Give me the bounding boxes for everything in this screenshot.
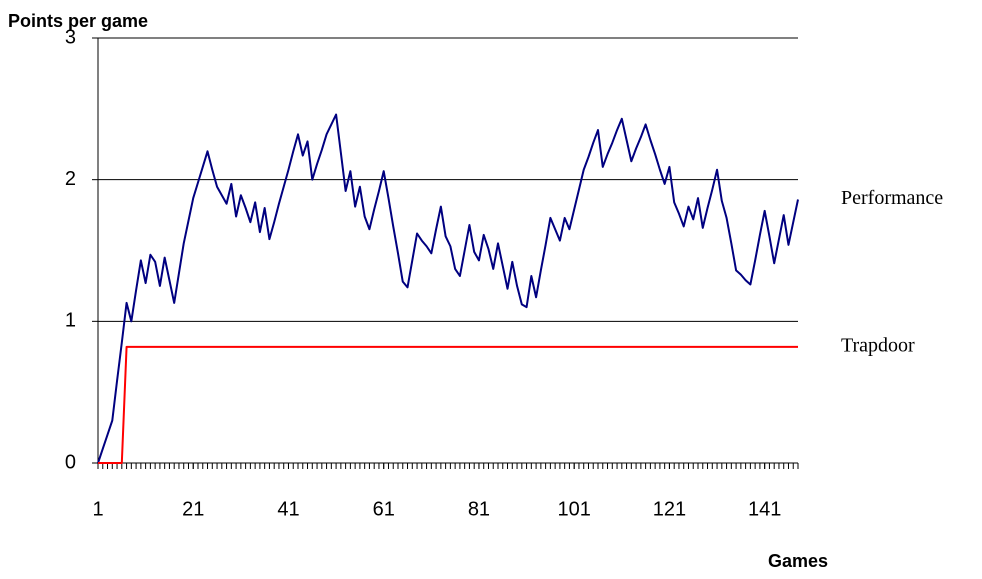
series-line [98, 345, 798, 464]
series-line [97, 113, 799, 464]
series-label: Performance [841, 187, 943, 209]
x-tick-label: 21 [182, 498, 204, 520]
x-tick-label: 41 [277, 498, 299, 520]
y-tick-label: 1 [65, 310, 76, 332]
x-tick-label: 121 [653, 498, 686, 520]
x-tick-label: 61 [373, 498, 395, 520]
x-tick-label: 1 [92, 498, 103, 520]
y-tick-label: 0 [65, 451, 76, 473]
y-tick-label: 3 [65, 26, 76, 48]
x-tick-label: 141 [748, 498, 781, 520]
x-axis-label: Games [768, 551, 828, 571]
chart-title: Points per game [8, 11, 148, 31]
series-label: Trapdoor [841, 334, 915, 356]
y-tick-label: 2 [65, 168, 76, 190]
x-tick-label: 101 [558, 498, 591, 520]
x-tick-label: 81 [468, 498, 490, 520]
